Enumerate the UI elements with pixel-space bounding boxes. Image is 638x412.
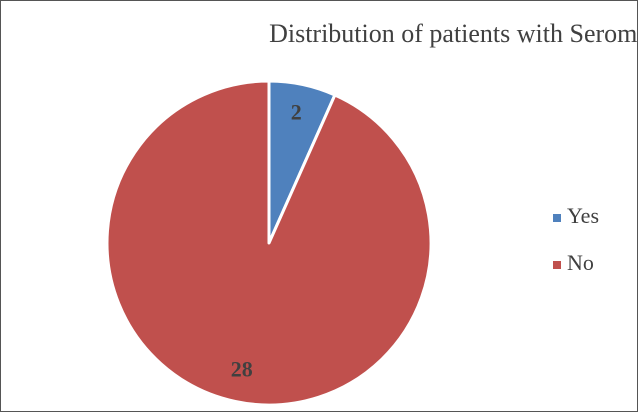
legend-label: Yes xyxy=(567,203,599,228)
data-label: 2 xyxy=(291,100,302,125)
legend-swatch xyxy=(553,214,561,222)
legend-swatch xyxy=(553,261,561,269)
data-label: 28 xyxy=(231,356,253,381)
legend-label: No xyxy=(567,250,594,275)
chart-title: Distribution of patients with Seroma xyxy=(269,19,638,48)
pie-slice xyxy=(105,79,433,407)
